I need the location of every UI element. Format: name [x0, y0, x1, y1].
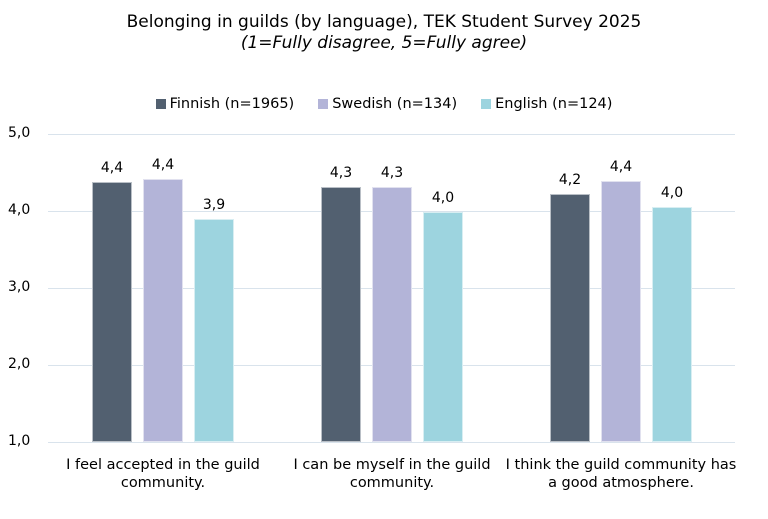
x-label-line: I think the guild community has: [505, 457, 737, 473]
gridline-5: [48, 134, 735, 135]
bar-finnish-atmosphere: [550, 194, 590, 442]
x-label-line: community.: [349, 475, 435, 491]
legend-item-swedish: Swedish (n=134): [318, 96, 457, 112]
y-tick-label: 5,0: [8, 125, 31, 141]
y-tick-label: 1,0: [8, 433, 31, 449]
bar-finnish-accepted: [92, 182, 132, 442]
legend-swatch-swedish: [318, 99, 329, 109]
x-label-line: I can be myself in the guild: [293, 457, 491, 473]
x-label-line: I feel accepted in the guild: [66, 457, 260, 473]
bar-swedish-accepted: [143, 179, 183, 442]
legend-item-finnish: Finnish (n=1965): [155, 96, 295, 112]
x-category-label: I feel accepted in the guild community.: [53, 456, 273, 492]
x-category-label: I think the guild community has a good a…: [501, 456, 741, 492]
x-label-line: a good atmosphere.: [548, 475, 694, 491]
legend-item-english: English (n=124): [481, 96, 612, 112]
value-label: 4,3: [329, 165, 353, 181]
legend-label-finnish: Finnish (n=1965): [169, 96, 295, 112]
value-label: 4,3: [380, 165, 404, 181]
bar-english-accepted: [194, 219, 234, 442]
x-category-label: I can be myself in the guild community.: [282, 456, 502, 492]
x-label-line: community.: [120, 475, 206, 491]
y-tick-label: 2,0: [8, 356, 31, 372]
bar-swedish-myself: [372, 187, 412, 442]
legend-label-english: English (n=124): [495, 96, 613, 112]
bar-english-atmosphere: [652, 207, 692, 442]
y-tick-label: 4,0: [8, 202, 31, 218]
gridline-1: [48, 442, 735, 443]
chart-title: Belonging in guilds (by language), TEK S…: [126, 12, 642, 32]
chart-subtitle: (1=Fully disagree, 5=Fully agree): [240, 33, 528, 53]
value-label: 4,4: [100, 160, 124, 176]
bar-english-myself: [423, 212, 463, 442]
value-label: 4,0: [431, 190, 455, 206]
value-label: 3,9: [202, 197, 226, 213]
value-label: 4,2: [558, 172, 582, 188]
y-tick-label: 3,0: [8, 279, 31, 295]
legend: Finnish (n=1965) Swedish (n=134) English…: [0, 96, 768, 112]
legend-swatch-english: [481, 99, 492, 109]
value-label: 4,4: [609, 159, 633, 175]
legend-label-swedish: Swedish (n=134): [332, 96, 458, 112]
bar-finnish-myself: [321, 187, 361, 442]
legend-swatch-finnish: [155, 99, 166, 109]
value-label: 4,0: [660, 185, 684, 201]
value-label: 4,4: [151, 157, 175, 173]
bar-swedish-atmosphere: [601, 181, 641, 442]
